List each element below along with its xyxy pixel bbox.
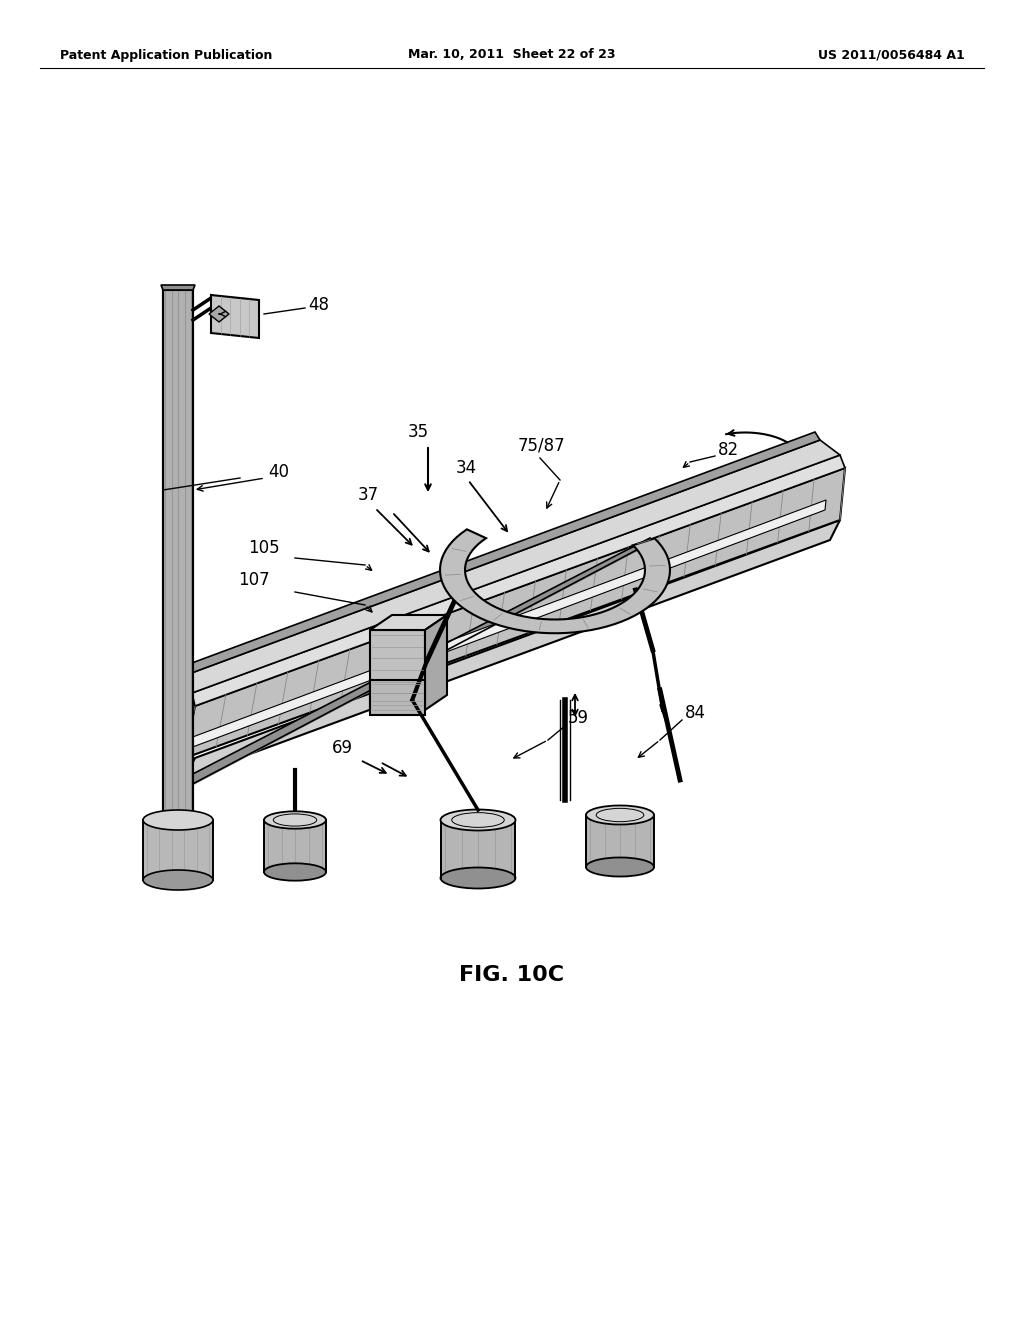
Polygon shape — [370, 630, 425, 710]
Polygon shape — [209, 306, 229, 322]
Ellipse shape — [440, 809, 515, 830]
Polygon shape — [264, 820, 326, 873]
Polygon shape — [143, 820, 213, 880]
Text: 34: 34 — [456, 459, 477, 477]
Text: 35: 35 — [408, 422, 429, 441]
Polygon shape — [586, 814, 654, 867]
Ellipse shape — [143, 810, 213, 830]
Text: 40: 40 — [268, 463, 289, 480]
Ellipse shape — [143, 870, 213, 890]
Polygon shape — [440, 529, 670, 634]
Text: 37: 37 — [358, 486, 379, 504]
Ellipse shape — [264, 863, 326, 880]
Text: 105: 105 — [248, 539, 280, 557]
Text: US 2011/0056484 A1: US 2011/0056484 A1 — [818, 49, 965, 62]
Text: FIG. 10C: FIG. 10C — [460, 965, 564, 985]
Ellipse shape — [440, 867, 515, 888]
Polygon shape — [163, 290, 193, 820]
Polygon shape — [370, 615, 447, 630]
Text: Patent Application Publication: Patent Application Publication — [60, 49, 272, 62]
Polygon shape — [441, 820, 515, 878]
Polygon shape — [370, 680, 425, 715]
Polygon shape — [178, 440, 840, 693]
Polygon shape — [173, 432, 820, 678]
Text: 84: 84 — [685, 704, 706, 722]
Ellipse shape — [264, 812, 326, 829]
Polygon shape — [190, 500, 826, 748]
Polygon shape — [211, 294, 259, 338]
Ellipse shape — [586, 858, 654, 876]
Text: 75/87: 75/87 — [518, 436, 565, 454]
Text: 82: 82 — [718, 441, 739, 459]
Polygon shape — [185, 469, 845, 758]
Polygon shape — [185, 520, 840, 777]
Text: 59: 59 — [568, 709, 589, 727]
Text: 48: 48 — [308, 296, 329, 314]
Polygon shape — [193, 455, 845, 706]
Ellipse shape — [586, 805, 654, 825]
Polygon shape — [425, 615, 447, 710]
Text: 69: 69 — [332, 739, 353, 756]
Text: Mar. 10, 2011  Sheet 22 of 23: Mar. 10, 2011 Sheet 22 of 23 — [409, 49, 615, 62]
Polygon shape — [161, 285, 195, 290]
Text: 107: 107 — [238, 572, 269, 589]
